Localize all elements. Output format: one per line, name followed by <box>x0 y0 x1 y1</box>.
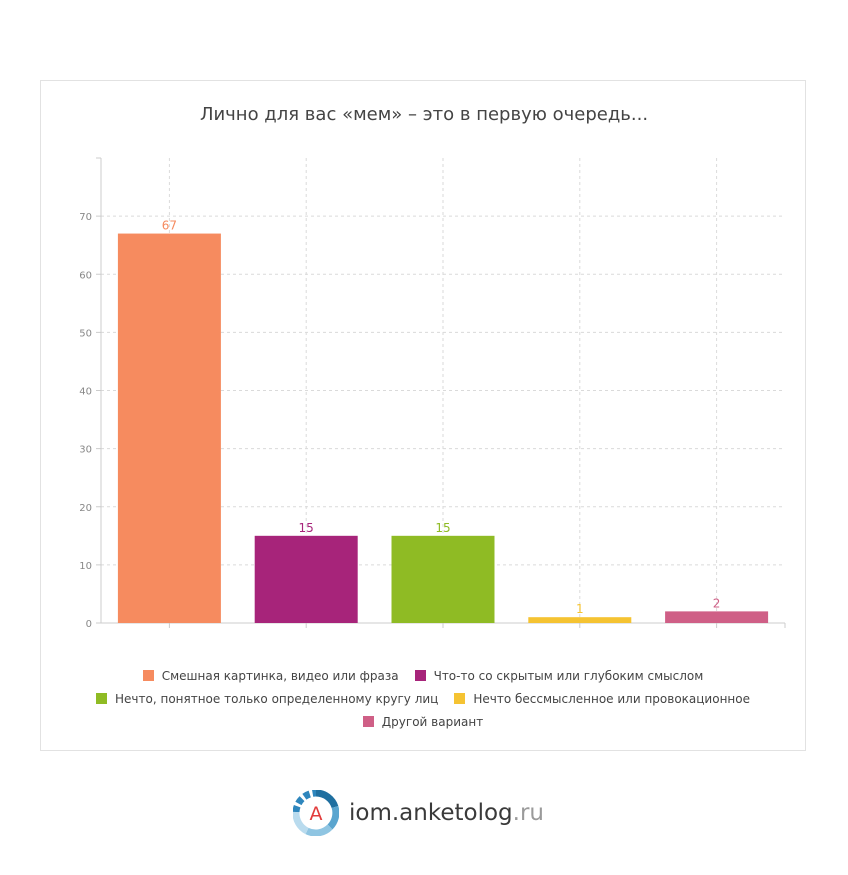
y-tick-label: 50 <box>79 328 92 339</box>
legend-row: Смешная картинка, видео или фраза Что-то… <box>40 664 806 687</box>
legend-swatch <box>414 670 426 681</box>
brand-tld: .ru <box>512 800 545 826</box>
legend-row: Нечто, понятное только определенному кру… <box>40 687 806 710</box>
legend-label: Нечто бессмысленное или провокационное <box>473 691 750 706</box>
data-label: 67 <box>162 219 177 233</box>
legend-row: Другой вариант <box>40 710 806 733</box>
y-tick-label: 30 <box>79 445 92 456</box>
legend-swatch <box>96 693 108 704</box>
chart-title: Лично для вас «мем» – это в первую очере… <box>199 104 649 125</box>
y-tick-label: 0 <box>86 619 92 630</box>
anketolog-logo-icon: A <box>293 790 339 836</box>
y-tick-label: 40 <box>79 387 92 398</box>
legend-label: Другой вариант <box>381 714 484 729</box>
bar <box>391 535 495 623</box>
bar <box>665 611 769 623</box>
logo-letter: A <box>310 803 323 825</box>
y-tick-label: 20 <box>79 503 92 514</box>
bar <box>117 233 221 623</box>
y-tick-label: 60 <box>79 270 92 281</box>
bar <box>528 617 632 623</box>
data-label: 1 <box>576 602 584 616</box>
bar <box>254 535 358 623</box>
brand-domain: iom.anketolog <box>349 800 513 826</box>
legend-swatch <box>362 716 374 727</box>
data-label: 15 <box>299 521 314 535</box>
legend-swatch <box>454 693 466 704</box>
legend-label: Смешная картинка, видео или фраза <box>161 668 399 683</box>
data-label: 2 <box>713 596 721 610</box>
y-tick-label: 70 <box>79 212 92 223</box>
chart-legend: Смешная картинка, видео или фраза Что-то… <box>40 664 806 733</box>
y-tick-label: 10 <box>79 561 92 572</box>
legend-label: Что-то со скрытым или глубоким смыслом <box>433 668 704 683</box>
legend-item[interactable]: Нечто, понятное только определенному кру… <box>96 692 438 706</box>
legend-swatch <box>142 670 154 681</box>
legend-item[interactable]: Что-то со скрытым или глубоким смыслом <box>414 668 704 683</box>
brand-footer[interactable]: A iom.anketolog.ru <box>293 790 544 836</box>
legend-label: Нечто, понятное только определенному кру… <box>115 691 439 706</box>
legend-item[interactable]: Нечто бессмысленное или провокационное <box>454 692 750 706</box>
brand-name: iom.anketolog.ru <box>349 800 544 826</box>
legend-item[interactable]: Смешная картинка, видео или фраза <box>142 668 399 683</box>
data-label: 15 <box>435 521 450 535</box>
legend-item[interactable]: Другой вариант <box>362 714 484 729</box>
